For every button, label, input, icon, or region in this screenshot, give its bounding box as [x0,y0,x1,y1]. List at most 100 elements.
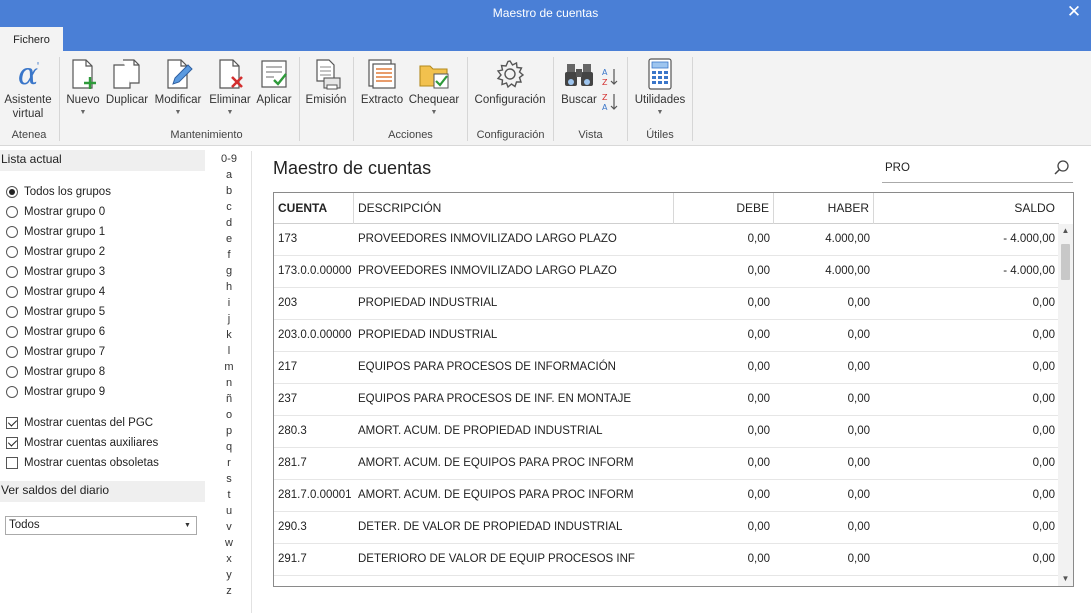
column-header-debe[interactable]: DEBE [674,193,774,224]
radio-button[interactable] [6,306,18,318]
alphabet-letter[interactable]: h [225,281,233,293]
cell-haber: 4.000,00 [825,265,870,277]
eliminar-button[interactable]: Eliminar ▼ [207,57,253,117]
configuracion-button[interactable]: Configuración [472,57,548,107]
search-input[interactable] [885,159,1045,177]
group-option[interactable]: Mostrar grupo 5 [6,304,105,320]
column-header-haber[interactable]: HABER [774,193,874,224]
alphabet-letter[interactable]: f [227,249,231,261]
checkbox[interactable] [6,457,18,469]
checkbox-option[interactable]: Mostrar cuentas auxiliares [6,435,158,451]
group-option[interactable]: Mostrar grupo 0 [6,204,105,220]
alphabet-letter[interactable]: x [226,553,232,565]
sort-ascending-icon[interactable]: A Z [601,67,619,87]
checkbox-option[interactable]: Mostrar cuentas del PGC [6,415,153,431]
group-option[interactable]: Todos los grupos [6,184,111,200]
table-row[interactable]: 290.3 DETER. DE VALOR DE PROPIEDAD INDUST… [274,512,1059,544]
radio-button[interactable] [6,226,18,238]
checkbox[interactable] [6,417,18,429]
chevron-down-icon[interactable]: ▼ [1061,574,1070,583]
alphabet-letter[interactable]: r [227,457,231,469]
radio-button[interactable] [6,246,18,258]
scrollbar-thumb[interactable] [1061,244,1070,280]
group-option[interactable]: Mostrar grupo 7 [6,344,105,360]
table-row[interactable]: 203 PROPIEDAD INDUSTRIAL 0,00 0,00 0,00 [274,288,1059,320]
utilidades-button[interactable]: Utilidades ▼ [632,57,688,117]
nuevo-button[interactable]: Nuevo ▼ [64,57,102,117]
aplicar-button[interactable]: Aplicar [254,57,294,107]
alphabet-letter[interactable]: m [224,361,234,373]
table-row[interactable]: 173 PROVEEDORES INMOVILIZADO LARGO PLAZO 0… [274,224,1059,256]
sort-descending-icon[interactable]: Z A [601,92,619,112]
cell-saldo: 0,00 [1032,297,1055,309]
table-row[interactable]: 291.7 DETERIORO DE VALOR DE EQUIP PROCESO… [274,544,1059,576]
table-row[interactable]: 281.7 AMORT. ACUM. DE EQUIPOS PARA PROC I… [274,448,1059,480]
asistente-virtual-button[interactable]: α ' Asistente virtual [2,57,54,121]
alphabet-letter[interactable]: 0-9 [221,153,237,165]
alphabet-letter[interactable]: d [225,217,233,229]
checkbox-option[interactable]: Mostrar cuentas obsoletas [6,455,159,471]
radio-button[interactable] [6,266,18,278]
column-header-saldo[interactable]: SALDO [1014,201,1055,215]
alphabet-letter[interactable]: c [226,201,232,213]
radio-button[interactable] [6,366,18,378]
group-option[interactable]: Mostrar grupo 6 [6,324,105,340]
table-row[interactable]: 237 EQUIPOS PARA PROCESOS DE INF. EN MONT… [274,384,1059,416]
buscar-button[interactable]: Buscar [558,57,600,107]
alphabet-letter[interactable]: p [225,425,233,437]
duplicate-icon [113,59,140,89]
alphabet-letter[interactable]: v [226,521,232,533]
table-row[interactable]: 173.0.0.00000 PROVEEDORES INMOVILIZADO LA… [274,256,1059,288]
column-header-descripcion[interactable]: DESCRIPCIÓN [354,193,674,224]
alphabet-letter[interactable]: t [227,489,231,501]
group-option[interactable]: Mostrar grupo 2 [6,244,105,260]
alphabet-letter[interactable]: o [225,409,233,421]
group-option[interactable]: Mostrar grupo 3 [6,264,105,280]
checkbox[interactable] [6,437,18,449]
table-row[interactable]: 281.7.0.00001 AMORT. ACUM. DE EQUIPOS PAR… [274,480,1059,512]
modificar-label: Modificar [154,94,202,106]
table-row[interactable]: 280.3 AMORT. ACUM. DE PROPIEDAD INDUSTRIA… [274,416,1059,448]
group-option[interactable]: Mostrar grupo 1 [6,224,105,240]
alphabet-letter[interactable]: k [226,329,232,341]
emision-button[interactable]: Emisión [304,57,348,107]
alphabet-letter[interactable]: j [227,313,231,325]
radio-button[interactable] [6,326,18,338]
duplicar-button[interactable]: Duplicar [104,57,150,107]
group-option[interactable]: Mostrar grupo 4 [6,284,105,300]
close-icon[interactable]: ✕ [1066,2,1082,21]
saldos-select[interactable]: Todos ▼ [5,516,197,535]
table-row[interactable]: 203.0.0.00000 PROPIEDAD INDUSTRIAL 0,00 0,0… [274,320,1059,352]
radio-button[interactable] [6,186,18,198]
modificar-button[interactable]: Modificar ▼ [152,57,204,117]
group-option[interactable]: Mostrar grupo 9 [6,384,105,400]
extracto-button[interactable]: Extracto [358,57,406,107]
alphabet-letter[interactable]: b [225,185,233,197]
alphabet-letter[interactable]: y [226,569,232,581]
alphabet-letter[interactable]: ñ [225,393,233,405]
alphabet-letter[interactable]: u [225,505,233,517]
alphabet-letter[interactable]: n [225,377,233,389]
tab-fichero[interactable]: Fichero [0,27,63,51]
alphabet-letter[interactable]: a [225,169,233,181]
alphabet-letter[interactable]: e [225,233,233,245]
alphabet-letter[interactable]: i [227,297,231,309]
search-icon[interactable] [1053,159,1071,177]
radio-button[interactable] [6,286,18,298]
table-row[interactable]: 217 EQUIPOS PARA PROCESOS DE INFORMACIÓN 0… [274,352,1059,384]
alphabet-letter[interactable]: g [225,265,233,277]
group-option[interactable]: Mostrar grupo 8 [6,364,105,380]
radio-button[interactable] [6,206,18,218]
radio-button[interactable] [6,346,18,358]
alphabet-letter[interactable]: z [226,585,232,597]
alphabet-letter[interactable]: q [225,441,233,453]
chevron-down-icon[interactable]: ▼ [184,522,191,529]
column-header-cuenta[interactable]: CUENTA [274,193,354,224]
radio-button[interactable] [6,386,18,398]
alphabet-letter[interactable]: s [226,473,232,485]
alphabet-letter[interactable]: l [227,345,231,357]
alphabet-letter[interactable]: w [225,537,233,549]
chequear-button[interactable]: Chequear ▼ [407,57,461,117]
chevron-up-icon[interactable]: ▲ [1061,226,1070,235]
vertical-scrollbar[interactable]: ▲ ▼ [1058,224,1073,586]
